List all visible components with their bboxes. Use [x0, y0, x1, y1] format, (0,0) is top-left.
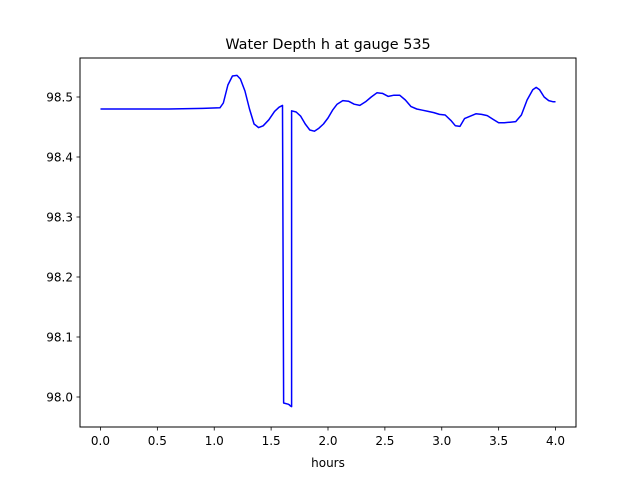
plot-area	[100, 74, 556, 408]
y-tick-label: 98.5	[46, 91, 73, 105]
x-tick-label: 0.5	[148, 434, 167, 448]
x-axis: 0.0 0.5 1.0 1.5 2.0 2.5 3.0 3.5 4.0	[91, 427, 565, 448]
axes-frame	[79, 57, 577, 428]
x-tick-label: 1.5	[262, 434, 281, 448]
x-tick-label: 3.5	[489, 434, 508, 448]
x-axis-label: hours	[311, 456, 345, 470]
x-tick-label: 0.0	[91, 434, 110, 448]
y-axis: 98.0 98.1 98.2 98.3 98.4 98.5	[46, 91, 80, 405]
y-tick-label: 98.3	[46, 211, 73, 225]
y-tick-label: 98.4	[46, 151, 73, 165]
y-tick-label: 98.0	[46, 391, 73, 405]
x-tick-label: 2.5	[375, 434, 394, 448]
x-tick-label: 3.0	[432, 434, 451, 448]
x-tick-label: 1.0	[205, 434, 224, 448]
x-tick-label: 2.0	[318, 434, 337, 448]
y-tick-label: 98.2	[46, 271, 73, 285]
chart-title: Water Depth h at gauge 535	[225, 37, 430, 53]
x-tick-label: 4.0	[546, 434, 565, 448]
y-tick-label: 98.1	[46, 331, 73, 345]
series-line-0	[100, 74, 556, 408]
